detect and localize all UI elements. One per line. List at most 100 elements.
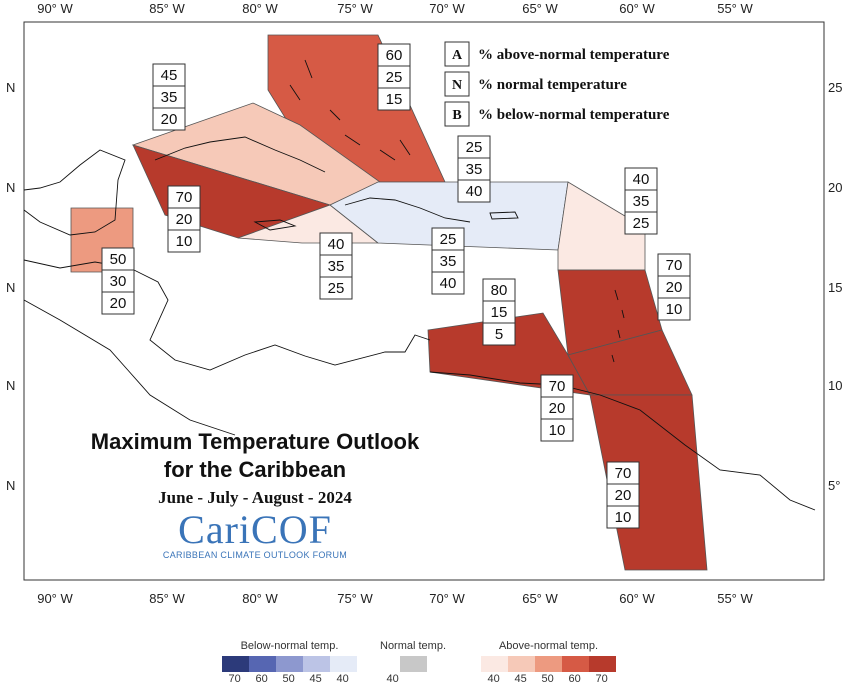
lon-tick-top: 70° W xyxy=(429,1,465,16)
prob-cell xyxy=(606,505,640,529)
prob-below: 20 xyxy=(110,295,127,312)
lon-tick-bottom: 75° W xyxy=(337,591,373,606)
prob-cell xyxy=(431,271,465,295)
prob-below: 25 xyxy=(633,215,650,232)
colorbar-tick: 40 xyxy=(386,673,399,685)
prob-cell xyxy=(457,179,491,203)
colorbar-tick: 60 xyxy=(255,673,268,685)
longitude-ticks-bottom: 90° W 85° W 80° W 75° W 70° W 65° W 60° W 55° W xyxy=(37,591,753,606)
legend-text: % below-normal temperature xyxy=(478,107,670,123)
prob-below: 10 xyxy=(176,233,193,250)
colorbar-tick: 50 xyxy=(282,673,295,685)
colorbar-below: Below-normal temp. 70 60 50 45 40 xyxy=(222,640,357,686)
legend-key: N xyxy=(452,78,462,93)
prob-box-jamaica: 40 35 25 xyxy=(319,232,353,300)
prob-below: 40 xyxy=(466,183,483,200)
lon-tick-bottom: 55° W xyxy=(717,591,753,606)
colorbar-tick: 50 xyxy=(541,673,554,685)
lat-tick-left: N xyxy=(6,80,15,95)
lon-tick-top: 80° W xyxy=(242,1,278,16)
longitude-ticks-top: 90° W 85° W 80° W 75° W 70° W 65° W 60° W 55° W xyxy=(37,1,753,16)
probability-boxes: 60 25 15 45 35 20 70 20 10 50 30 20 40 35 25 25 35 40 25 35… xyxy=(101,43,691,529)
prob-cell xyxy=(101,291,135,315)
colorbar-swatch xyxy=(535,656,562,672)
colorbar-tick: 40 xyxy=(336,673,349,685)
prob-cell xyxy=(319,276,353,300)
colorbar-swatch xyxy=(249,656,276,672)
colorbar-normal-ticks: 40 xyxy=(380,672,407,686)
lat-tick-right: 5° xyxy=(828,478,840,493)
prob-box-leeward: 40 35 25 xyxy=(624,167,658,235)
prob-box-cuba-central: 45 35 20 xyxy=(152,63,186,131)
prob-below: 5 xyxy=(495,326,503,343)
coast-windward-islands xyxy=(611,289,625,363)
coast-hispaniola xyxy=(344,197,471,223)
lat-tick-right: 10 xyxy=(828,378,842,393)
colorbar-tick: 70 xyxy=(228,673,241,685)
prob-above: 70 xyxy=(615,465,632,482)
prob-normal: 35 xyxy=(440,253,457,270)
colorbar-normal-swatches xyxy=(380,656,446,672)
colorbar-swatch xyxy=(589,656,616,672)
legend-text: % above-normal temperature xyxy=(478,47,670,63)
coast-jamaica xyxy=(253,219,297,231)
prob-cell xyxy=(657,297,691,321)
map-title-line1: Maximum Temperature Outlook xyxy=(90,429,420,454)
prob-normal: 35 xyxy=(466,161,483,178)
prob-box-belize: 50 30 20 xyxy=(101,247,135,315)
legend-text: % normal temperature xyxy=(478,77,627,93)
colorbar-above: Above-normal temp. 40 45 50 60 70 xyxy=(481,640,616,686)
colorbar-tick: 60 xyxy=(568,673,581,685)
colorbar-swatch xyxy=(562,656,589,672)
prob-box-bahamas: 60 25 15 xyxy=(377,43,411,111)
prob-above: 70 xyxy=(549,378,566,395)
prob-above: 70 xyxy=(666,257,683,274)
prob-above: 40 xyxy=(328,236,345,253)
prob-below: 40 xyxy=(440,275,457,292)
lon-tick-bottom: 80° W xyxy=(242,591,278,606)
prob-cell xyxy=(152,107,186,131)
lat-tick-left: N xyxy=(6,180,15,195)
lat-tick-left: N xyxy=(6,378,15,393)
lon-tick-top: 90° W xyxy=(37,1,73,16)
prob-cell xyxy=(624,211,658,235)
prob-below: 10 xyxy=(666,301,683,318)
prob-normal: 20 xyxy=(176,211,193,228)
colorbar-tick: 45 xyxy=(309,673,322,685)
lat-tick-right: 15 xyxy=(828,280,842,295)
coast-bahamas xyxy=(289,59,411,161)
caricof-logo-subtitle: CARIBBEAN CLIMATE OUTLOOK FORUM xyxy=(162,550,348,560)
prob-above: 45 xyxy=(161,67,178,84)
prob-cell xyxy=(167,229,201,253)
colorbar-normal: Normal temp. 40 xyxy=(380,640,446,686)
prob-normal: 20 xyxy=(615,487,632,504)
legend-key: A xyxy=(452,48,463,63)
coast-puerto-rico xyxy=(489,211,519,220)
colorbar-tick: 45 xyxy=(514,673,527,685)
colorbar-swatch xyxy=(330,656,357,672)
prob-above: 70 xyxy=(176,189,193,206)
prob-above: 25 xyxy=(466,139,483,156)
prob-box-guianas: 70 20 10 xyxy=(606,461,640,529)
coast-central-america-south xyxy=(23,299,236,436)
colorbar-tick: 70 xyxy=(595,673,608,685)
prob-box-windward: 70 20 10 xyxy=(657,253,691,321)
prob-box-hispaniola-puertorico: 25 35 40 xyxy=(431,227,465,295)
colorbar-swatch xyxy=(508,656,535,672)
prob-normal: 35 xyxy=(161,89,178,106)
colorbar-below-title: Below-normal temp. xyxy=(240,640,339,652)
colorbar-swatch xyxy=(399,656,427,672)
latitude-ticks: N N N N N 25 20 15 10 5° xyxy=(6,80,842,493)
colorbar-swatch xyxy=(276,656,303,672)
prob-above: 25 xyxy=(440,231,457,248)
coast-mexico-yucatan xyxy=(23,149,126,236)
lon-tick-bottom: 60° W xyxy=(619,591,655,606)
lon-tick-bottom: 65° W xyxy=(522,591,558,606)
prob-box-abc-islands: 80 15 5 xyxy=(482,278,516,346)
prob-normal: 15 xyxy=(491,304,508,321)
colorbar-swatch xyxy=(481,656,508,672)
prob-normal: 35 xyxy=(633,193,650,210)
legend-key: B xyxy=(452,108,461,123)
prob-box-turks-caicos: 25 35 40 xyxy=(457,135,491,203)
